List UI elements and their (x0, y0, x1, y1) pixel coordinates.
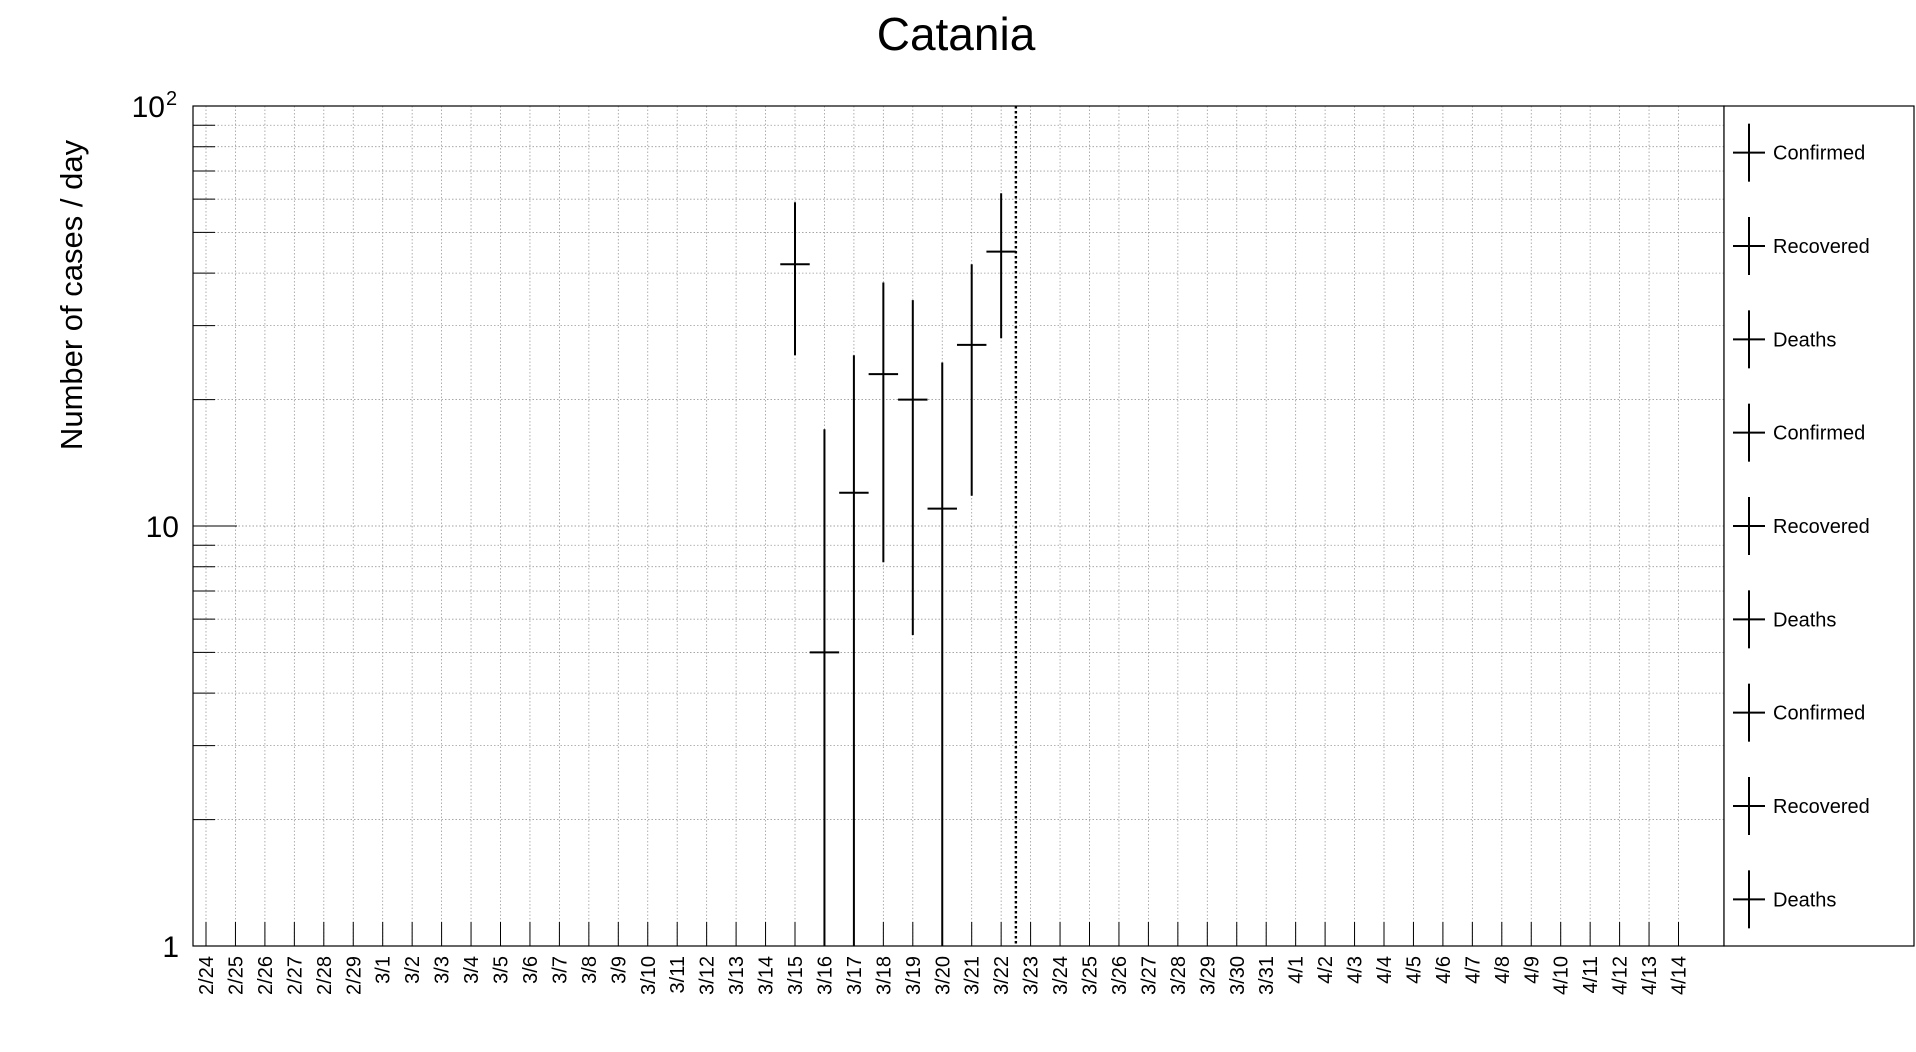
data-point-3-16 (809, 429, 840, 946)
x-tick-label: 4/5 (1403, 956, 1425, 984)
x-tick-label: 3/4 (461, 956, 483, 984)
x-tick-label: 3/28 (1168, 956, 1190, 995)
x-tick-label: 3/6 (520, 956, 542, 984)
x-tick-label: 4/6 (1433, 956, 1455, 984)
legend-label: Recovered (1773, 516, 1870, 538)
x-tick-label: 3/18 (873, 956, 895, 995)
x-tick-label: 4/2 (1315, 956, 1337, 984)
x-tick-label: 3/30 (1227, 956, 1249, 995)
x-tick-label: 4/11 (1580, 956, 1602, 993)
legend-label: Deaths (1773, 329, 1836, 351)
legend-label: Confirmed (1773, 143, 1865, 165)
x-tick-label: 3/21 (962, 956, 984, 995)
x-tick-label: 3/5 (491, 956, 513, 984)
x-tick-label: 4/4 (1374, 956, 1396, 984)
x-tick-label: 3/10 (638, 956, 660, 995)
x-tick-label: 3/24 (1050, 956, 1072, 995)
legend-entry: Recovered (1733, 217, 1870, 275)
x-tick-label: 3/9 (608, 956, 630, 984)
x-tick-label: 3/25 (1080, 956, 1102, 995)
x-tick-label: 3/1 (373, 956, 395, 984)
legend-entry: Deaths (1733, 870, 1836, 929)
x-tick-label: 3/3 (432, 956, 454, 984)
x-tick-label: 2/25 (225, 956, 247, 995)
legend-entry: Confirmed (1733, 123, 1865, 182)
x-tick-label: 3/20 (932, 956, 954, 995)
x-tick-label: 2/28 (314, 956, 336, 995)
legend: Confirmed Recovered Deaths Confirmed Recover… (1723, 105, 1915, 947)
data-point-3-18 (868, 282, 899, 563)
x-tick-label: 3/11 (667, 956, 689, 993)
x-tick-label: 4/1 (1286, 956, 1308, 984)
x-tick-label: 3/31 (1256, 956, 1278, 995)
data-point-3-17 (839, 355, 869, 946)
x-tick-label: 3/14 (756, 956, 778, 995)
x-tick-label: 3/19 (903, 956, 925, 995)
data-point-3-21 (956, 264, 987, 496)
x-tick-label: 2/29 (343, 956, 365, 995)
x-tick-label: 3/7 (549, 956, 571, 984)
y-tick-label: 10 (146, 511, 179, 544)
x-tick-label: 2/26 (255, 956, 277, 995)
legend-label: Recovered (1773, 796, 1870, 818)
x-tick-label: 3/15 (785, 956, 807, 995)
x-tick-label: 4/13 (1639, 956, 1661, 995)
legend-entry: Confirmed (1733, 403, 1865, 462)
legend-entry: Recovered (1733, 497, 1870, 555)
x-tick-label: 3/2 (402, 956, 424, 984)
grid (193, 105, 1724, 947)
x-tick-label: 4/12 (1610, 956, 1632, 995)
x-tick-label: 4/7 (1462, 956, 1484, 984)
x-tick-label: 4/3 (1345, 956, 1367, 984)
x-tick-label: 3/16 (814, 956, 836, 995)
plot-frame (192, 105, 1725, 947)
chart-title: Catania (877, 8, 1036, 60)
y-tick-label: 1 (162, 931, 179, 964)
data-point-3-15 (780, 202, 810, 356)
x-tick-label: 3/17 (844, 956, 866, 995)
data-point-3-19 (898, 300, 928, 636)
x-tick-label: 4/14 (1669, 956, 1691, 995)
x-tick-label: 4/8 (1492, 956, 1514, 984)
legend-label: Deaths (1773, 609, 1836, 631)
x-tick-label: 3/22 (991, 956, 1013, 995)
legend-entry: Deaths (1733, 310, 1836, 369)
x-tick-label: 3/27 (1138, 956, 1160, 995)
legend-label: Recovered (1773, 236, 1870, 258)
x-tick-label: 3/8 (579, 956, 601, 984)
x-tick-label: 4/10 (1551, 956, 1573, 995)
legend-entry: Deaths (1733, 590, 1836, 649)
x-tick-label: 2/27 (284, 956, 306, 995)
legend-entry: Recovered (1733, 777, 1870, 835)
x-tick-label: 3/23 (1021, 956, 1043, 995)
legend-entry: Confirmed (1733, 683, 1865, 742)
data-point-3-20 (927, 362, 957, 946)
y-tick-exponent: 2 (166, 88, 177, 110)
data-marks (780, 106, 1018, 946)
x-tick-label: 4/9 (1521, 956, 1543, 984)
data-point-3-22 (986, 193, 1016, 339)
x-tick-label: 3/13 (726, 956, 748, 995)
x-tick-label: 3/12 (697, 956, 719, 995)
legend-label: Confirmed (1773, 703, 1865, 725)
x-tick-label: 3/29 (1197, 956, 1219, 995)
y-axis-label: Number of cases / day (54, 139, 89, 450)
legend-label: Confirmed (1773, 423, 1865, 445)
x-tick-label: 2/24 (196, 956, 218, 995)
y-tick-label: 10 (132, 91, 165, 124)
x-tick-label: 3/26 (1109, 956, 1131, 995)
axis-ticks: 2/24 2/25 2/26 2/27 2/28 2/29 3/1 3/2 3/3 3/4 3/5 3… (132, 88, 1691, 995)
legend-label: Deaths (1773, 889, 1836, 911)
